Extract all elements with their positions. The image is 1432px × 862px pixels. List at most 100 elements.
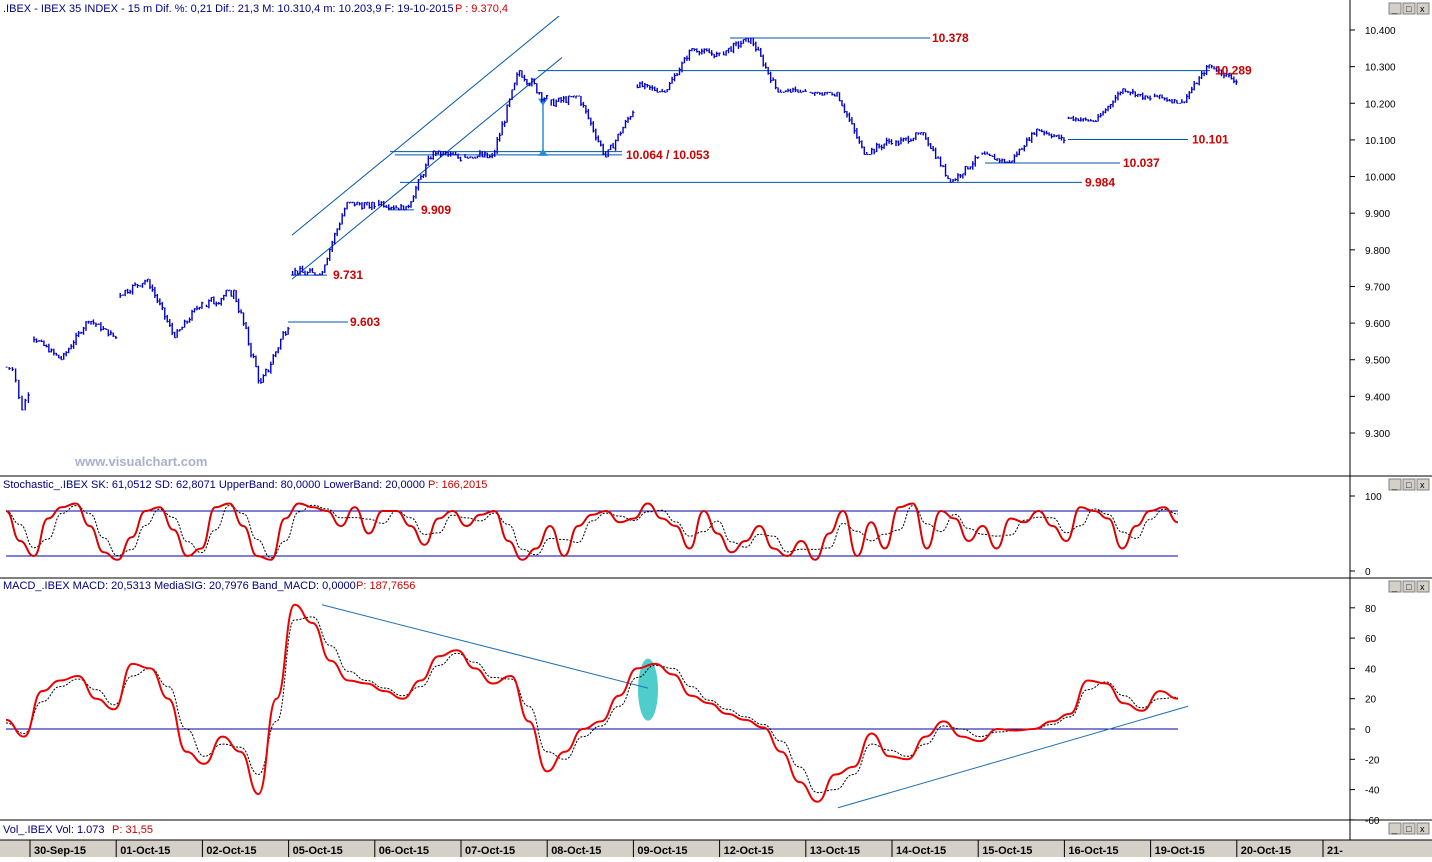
channel-upper (291, 16, 560, 236)
macd-y-axis: 80 60 40 20 0 -20 -40 -60 (1350, 604, 1380, 827)
window-btn-min[interactable] (1388, 580, 1402, 593)
stochastic-y-axis: 100 0 (1350, 492, 1382, 578)
window-btn-glyph: _ (1391, 824, 1398, 834)
level-label: 10.378 (932, 31, 969, 45)
price-tick-label: 9.800 (1365, 246, 1390, 257)
stochastic-series (5, 502, 1179, 561)
date-label: 08-Oct-15 (551, 845, 601, 857)
date-label: 05-Oct-15 (293, 845, 343, 857)
price-tick-label: 10.000 (1365, 173, 1396, 184)
measure-arrow-head (538, 98, 548, 106)
price-tick-label: 10.400 (1365, 26, 1396, 37)
window-btn-glyph: _ (1391, 582, 1398, 592)
level-label: 9.909 (421, 203, 451, 217)
date-label: 06-Oct-15 (379, 845, 429, 857)
level-label: 10.289 (1215, 64, 1252, 78)
price-tick-label: 9.700 (1365, 282, 1390, 293)
macd-annotations (6, 604, 1189, 809)
macd-tick-label: -60 (1365, 816, 1380, 827)
date-label: 09-Oct-15 (637, 845, 687, 857)
window-btn-glyph: _ (1391, 480, 1398, 490)
window-btn-close[interactable] (1416, 580, 1430, 593)
measure-arrow-head (538, 148, 548, 156)
macd-trend-up (837, 705, 1189, 809)
level-label: 9.731 (333, 268, 363, 282)
window-btn-glyph: □ (1406, 824, 1412, 834)
volume-panel-title: Vol_.IBEX Vol: 1.073 P: 31,55 (3, 824, 153, 836)
watermark: www.visualchart.com (74, 454, 207, 469)
price-tick-label: 9.400 (1365, 392, 1390, 403)
stochastic-sd-line (5, 504, 1179, 559)
stochastic-title: Stochastic_.IBEX SK: 61,0512 SD: 62,8071… (3, 479, 425, 491)
level-label: 9.984 (1085, 175, 1115, 189)
window-btn-glyph: x (1420, 824, 1425, 834)
date-label: 19-Oct-15 (1155, 845, 1205, 857)
price-extra: P : 9.370,4 (455, 3, 508, 15)
date-label: 02-Oct-15 (206, 845, 256, 857)
price-tick-label: 9.900 (1365, 209, 1390, 220)
window-btn-close[interactable] (1416, 2, 1430, 15)
window-btn-max[interactable] (1402, 822, 1416, 835)
date-label: 20-Oct-15 (1241, 845, 1291, 857)
date-x-axis: 30-Sep-15 01-Oct-15 02-Oct-15 05-Oct-15 06-O… (29, 840, 1343, 857)
window-btn-glyph: □ (1406, 4, 1412, 14)
channel-lower (291, 57, 563, 280)
crossover-highlight (638, 658, 658, 721)
date-label: 15-Oct-15 (982, 845, 1032, 857)
price-tick-label: 10.300 (1365, 63, 1396, 74)
window-btn-glyph: _ (1391, 4, 1398, 14)
level-label: 9.603 (350, 315, 380, 329)
macd-extra: P: 187,7656 (356, 580, 415, 592)
macd-tick-label: 40 (1365, 664, 1377, 675)
date-label: 30-Sep-15 (34, 845, 86, 857)
date-label: 07-Oct-15 (465, 845, 515, 857)
price-trend-lines (288, 16, 1210, 323)
window-btn-glyph: x (1420, 480, 1425, 490)
macd-signal-line (5, 616, 1179, 794)
price-tick-label: 10.200 (1365, 99, 1396, 110)
stochastic-sk-line (5, 502, 1179, 561)
stochastic-tick-label: 100 (1365, 492, 1382, 503)
price-y-axis: 10.400 10.300 10.200 10.100 10.000 9.900 9.800… (1350, 26, 1396, 440)
macd-trend-down (321, 604, 649, 689)
panel-window-controls[interactable]: _ □ x _ □ x _ □ x _ □ x (1388, 2, 1430, 835)
date-label: 14-Oct-15 (896, 845, 946, 857)
date-label: 01-Oct-15 (120, 845, 170, 857)
window-btn-glyph: x (1420, 4, 1425, 14)
window-btn-min[interactable] (1388, 478, 1402, 491)
macd-tick-label: 0 (1365, 725, 1371, 736)
price-tick-label: 9.300 (1365, 429, 1390, 440)
window-btn-min[interactable] (1388, 2, 1402, 15)
window-btn-close[interactable] (1416, 478, 1430, 491)
window-btn-max[interactable] (1402, 2, 1416, 15)
date-label: 13-Oct-15 (810, 845, 860, 857)
volume-extra: P: 31,55 (112, 824, 153, 836)
price-title: .IBEX - IBEX 35 INDEX - 15 m Dif. %: 0,2… (3, 3, 454, 15)
window-btn-min[interactable] (1388, 822, 1402, 835)
price-tick-label: 9.500 (1365, 356, 1390, 367)
window-btn-close[interactable] (1416, 822, 1430, 835)
macd-tick-label: -20 (1365, 755, 1380, 766)
window-btn-max[interactable] (1402, 478, 1416, 491)
price-tick-label: 10.100 (1365, 136, 1396, 147)
stochastic-extra: P: 166,2015 (428, 479, 487, 491)
macd-title: MACD_.IBEX MACD: 20,5313 MediaSIG: 20,79… (3, 580, 356, 592)
macd-tick-label: -40 (1365, 786, 1380, 797)
stochastic-bands (6, 510, 1178, 557)
macd-panel-title: MACD_.IBEX MACD: 20,5313 MediaSIG: 20,79… (3, 580, 415, 592)
macd-tick-label: 20 (1365, 695, 1377, 706)
level-label: 10.037 (1123, 156, 1160, 170)
window-btn-max[interactable] (1402, 580, 1416, 593)
stochastic-panel-title: Stochastic_.IBEX SK: 61,0512 SD: 62,8071… (3, 479, 487, 491)
stochastic-tick-label: 0 (1365, 567, 1371, 578)
price-tick-label: 9.600 (1365, 319, 1390, 330)
volume-title: Vol_.IBEX Vol: 1.073 (3, 824, 105, 836)
level-label: 10.064 / 10.053 (626, 148, 710, 162)
macd-line (5, 603, 1179, 803)
level-label: 10.101 (1192, 133, 1229, 147)
date-label: 21- (1327, 845, 1343, 857)
price-level-annotations: 10.378 10.289 10.101 10.064 / 10.053 10.037 9… (333, 31, 1252, 329)
window-btn-glyph: □ (1406, 480, 1412, 490)
window-btn-glyph: x (1420, 582, 1425, 592)
